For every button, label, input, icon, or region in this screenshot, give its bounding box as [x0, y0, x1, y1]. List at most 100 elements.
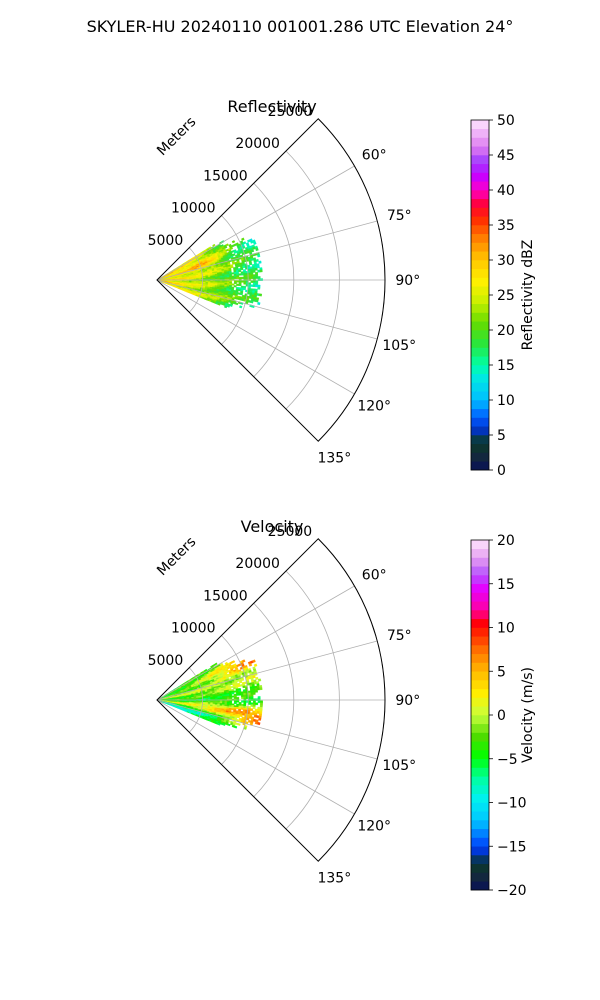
- colorbar-tick-label: 5: [497, 428, 506, 444]
- field-cell: [231, 695, 235, 698]
- field-cell: [243, 274, 247, 278]
- field-cell: [255, 299, 259, 303]
- colorbar-tick-label: 45: [497, 148, 515, 164]
- colorbar-band: [471, 382, 489, 392]
- field-cell: [255, 272, 259, 275]
- colorbar-band: [471, 417, 489, 427]
- field-cell: [229, 246, 234, 250]
- field-cell: [237, 723, 241, 726]
- colorbar-tick-label: −15: [497, 839, 527, 855]
- colorbar-band: [471, 618, 489, 628]
- colorbar-tick-label: 50: [497, 113, 515, 129]
- field-cell: [230, 708, 235, 711]
- colorbar-tick-label: 20: [497, 323, 515, 339]
- field-cell: [219, 277, 223, 280]
- colorbar-band: [471, 741, 489, 751]
- panel-title: Velocity: [241, 517, 304, 536]
- field-cell: [258, 717, 262, 721]
- field-cell: [250, 280, 254, 283]
- range-axis-label: Meters: [154, 114, 199, 159]
- colorbar-band: [471, 242, 489, 252]
- field-cell: [252, 675, 256, 679]
- colorbar-band: [471, 592, 489, 602]
- colorbar-label: Reflectivity dBZ: [520, 240, 536, 351]
- field-cell: [222, 723, 226, 726]
- field-cell: [257, 700, 261, 704]
- colorbar-tick-label: 30: [497, 253, 515, 269]
- colorbar-band: [471, 758, 489, 768]
- field-cell: [247, 272, 251, 276]
- colorbar-tick-label: 20: [497, 533, 515, 549]
- field-cell: [240, 693, 244, 696]
- colorbar-band: [471, 566, 489, 576]
- colorbar-band: [471, 715, 489, 725]
- colorbar-tick-label: 10: [497, 393, 515, 409]
- field-cell: [250, 708, 254, 711]
- field-cell: [250, 696, 254, 699]
- field-cell: [243, 694, 247, 698]
- azimuth-gridline: [156, 585, 355, 701]
- colorbar-band: [471, 260, 489, 270]
- field-cell: [243, 271, 247, 274]
- field-cell: [219, 697, 223, 700]
- colorbar-band: [471, 120, 489, 130]
- azimuth-tick-label: 75°: [387, 208, 412, 224]
- azimuth-tick-label: 120°: [357, 818, 391, 834]
- field-cell: [250, 249, 255, 253]
- field-cell: [231, 240, 236, 244]
- sector-outline: [156, 118, 386, 442]
- colorbar-band: [471, 575, 489, 585]
- field-cell: [226, 280, 230, 283]
- field-cell: [243, 703, 247, 707]
- azimuth-tick-label: 60°: [362, 148, 387, 164]
- field-cell: [248, 694, 252, 698]
- field-cell: [258, 260, 262, 264]
- range-tick-label: 25000: [268, 104, 313, 120]
- field-cell: [240, 267, 244, 271]
- field-cell: [226, 304, 231, 308]
- field-cell: [257, 269, 261, 273]
- field-cell: [256, 687, 261, 691]
- field-cell: [239, 714, 243, 718]
- field-cell: [253, 241, 257, 245]
- colorbar-tick-label: 35: [497, 218, 515, 234]
- colorbar-band: [471, 872, 489, 882]
- colorbar-band: [471, 128, 489, 138]
- colorbar-band: [471, 347, 489, 357]
- field-cell: [242, 241, 247, 245]
- field-cell: [248, 284, 251, 287]
- field-cell: [250, 704, 254, 707]
- field-cell: [242, 265, 246, 269]
- colorbar-band: [471, 837, 489, 847]
- field-cell: [257, 301, 261, 306]
- field-cell: [233, 276, 237, 280]
- range-tick-label: 20000: [235, 556, 280, 572]
- field-cell: [226, 700, 230, 703]
- colorbar-band: [471, 601, 489, 611]
- data-field: [157, 237, 263, 309]
- colorbar-band: [471, 286, 489, 296]
- range-tick-label: 15000: [203, 588, 248, 604]
- field-cell: [219, 280, 223, 282]
- field-cell: [239, 292, 243, 296]
- radar-panels: Reflectivity50001000015000200002500060°7…: [148, 97, 536, 899]
- field-cell: [255, 676, 259, 680]
- colorbar-band: [471, 365, 489, 375]
- colorbar-band: [471, 688, 489, 698]
- colorbar-band: [471, 820, 489, 830]
- field-cell: [236, 693, 240, 696]
- colorbar-label: Velocity (m/s): [520, 667, 536, 763]
- colorbar-band: [471, 461, 489, 471]
- field-cell: [252, 702, 256, 706]
- colorbar-tick-label: 15: [497, 358, 515, 374]
- field-cell: [233, 285, 237, 288]
- colorbar-band: [471, 671, 489, 681]
- colorbar-tick-label: −10: [497, 796, 527, 812]
- field-cell: [255, 280, 259, 283]
- colorbar-band: [471, 855, 489, 865]
- field-cell: [257, 678, 262, 682]
- colorbar-band: [471, 435, 489, 445]
- colorbar-band: [471, 636, 489, 646]
- field-cell: [247, 692, 251, 696]
- range-tick-label: 15000: [203, 168, 248, 184]
